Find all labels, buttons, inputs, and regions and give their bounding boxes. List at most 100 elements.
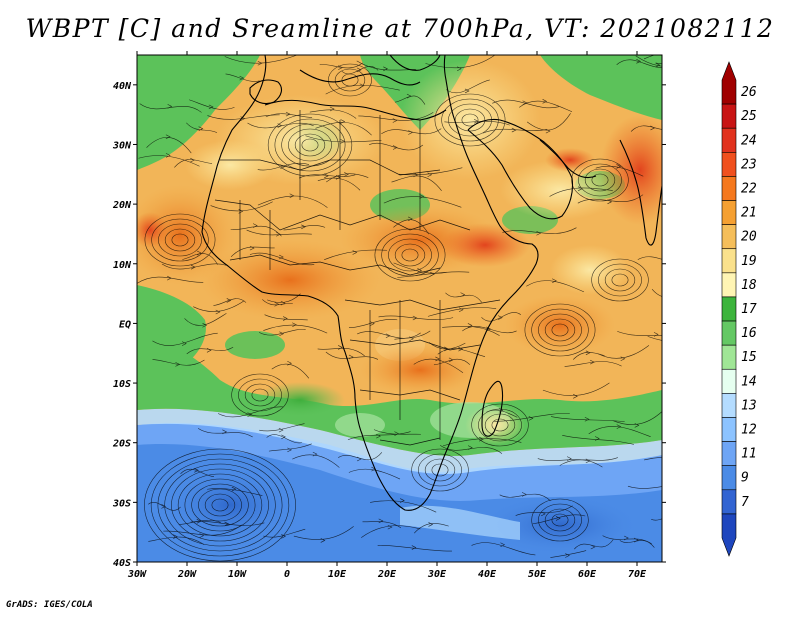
streamline-arrow xyxy=(467,445,473,450)
streamline-arrow xyxy=(458,307,464,313)
streamline-arrow xyxy=(679,58,683,62)
streamline-arrow xyxy=(419,194,425,199)
streamline-swirl xyxy=(538,503,582,537)
streamline-swirl xyxy=(544,318,576,342)
streamline-arrow xyxy=(338,345,343,350)
colorbar-label: 22 xyxy=(741,181,757,196)
streamline-arrow xyxy=(173,534,178,539)
streamline-arrow xyxy=(385,333,391,339)
streamline xyxy=(139,103,202,113)
streamline-arrow xyxy=(413,172,419,178)
streamline-arrow xyxy=(338,65,343,70)
streamline-arrow xyxy=(430,271,435,277)
lat-tick-label: 40N xyxy=(113,81,132,92)
colorbar-swatch xyxy=(721,489,737,515)
colorbar-swatch xyxy=(721,368,737,394)
streamline-arrow xyxy=(312,451,318,457)
streamline xyxy=(293,526,354,540)
streamline-arrow xyxy=(247,412,253,417)
wbpt-shading xyxy=(137,55,662,562)
streamline xyxy=(574,539,614,550)
streamline-arrow xyxy=(324,173,329,179)
streamline-swirl xyxy=(418,453,462,487)
streamline-arrow xyxy=(285,111,291,117)
colorbar-swatch xyxy=(721,513,737,557)
streamline-arrow xyxy=(584,416,590,422)
colorbar-label: 17 xyxy=(741,302,757,317)
streamline-arrow xyxy=(406,93,412,99)
streamline xyxy=(391,175,442,192)
streamline-arrow xyxy=(448,357,454,363)
streamline-arrow xyxy=(607,199,613,205)
colorbar: 26 25 24 23 22 21 20 19 18 17 16 15 14 13 12 11 9 7 xyxy=(721,61,757,557)
streamline-arrow xyxy=(329,106,335,112)
streamline-swirl xyxy=(157,458,283,552)
lat-tick-label: 20S xyxy=(112,439,131,450)
colorbar-label: 25 xyxy=(741,109,757,124)
streamline xyxy=(627,485,662,489)
lon-tick-label: 70E xyxy=(628,569,647,580)
colorbar-swatch xyxy=(721,200,737,225)
streamline-arrow xyxy=(352,250,358,255)
streamline-arrow xyxy=(511,127,517,133)
streamline-swirl xyxy=(288,128,332,162)
streamline xyxy=(532,514,586,525)
streamline-swirl xyxy=(150,453,290,557)
streamline-arrow xyxy=(467,323,473,328)
streamline-arrow xyxy=(340,119,346,124)
streamline-swirl xyxy=(374,228,446,282)
lat-tick-label: 40S xyxy=(113,558,131,569)
country-borders xyxy=(214,110,501,446)
streamline xyxy=(190,521,265,526)
colorbar-label: 14 xyxy=(741,374,757,389)
lon-tick-label: 30E xyxy=(427,569,447,580)
streamline-arrow xyxy=(167,104,173,109)
streamline-arrow xyxy=(473,118,479,124)
colorbar-swatch xyxy=(721,176,737,201)
colorbar-swatch xyxy=(721,272,737,298)
streamline-arrow xyxy=(215,309,221,315)
streamline-arrow xyxy=(634,423,640,428)
streamline-swirl xyxy=(401,248,419,262)
streamline-arrow xyxy=(666,50,670,54)
streamline xyxy=(644,456,662,461)
streamline xyxy=(207,114,280,120)
streamline-arrow xyxy=(616,424,622,429)
streamline-swirl xyxy=(578,163,622,197)
streamline-arrow xyxy=(427,172,433,177)
streamline-swirl xyxy=(231,373,289,417)
streamline-swirl xyxy=(171,233,189,247)
colorbar-label: 23 xyxy=(741,157,757,172)
colorbar-swatch xyxy=(721,103,737,129)
streamline xyxy=(378,315,454,320)
colorbar-swatch xyxy=(721,393,737,418)
streamline-arrow xyxy=(411,545,417,550)
streamline-swirl xyxy=(251,388,269,402)
streamline-arrow xyxy=(206,348,212,353)
streamline-swirl xyxy=(151,218,209,262)
streamline-arrow xyxy=(528,416,534,421)
streamline xyxy=(542,382,610,396)
streamline-arrow xyxy=(589,359,595,365)
streamline-arrow xyxy=(392,145,398,150)
streamline xyxy=(369,142,424,151)
streamline-swirl xyxy=(191,483,249,527)
streamline-arrow xyxy=(666,514,670,518)
streamline-arrow xyxy=(289,193,295,198)
streamline xyxy=(292,454,340,468)
streamline xyxy=(651,289,662,297)
streamline xyxy=(271,363,310,379)
streamline-swirl xyxy=(411,448,469,492)
streamline-arrow xyxy=(573,394,578,399)
streamline xyxy=(347,431,411,441)
streamline xyxy=(637,256,662,260)
streamline-swirl xyxy=(461,113,479,127)
colorbar-label: 24 xyxy=(741,133,757,148)
streamline-swirl xyxy=(267,113,353,177)
colorbar-label: 20 xyxy=(741,230,757,245)
streamline-arrow xyxy=(383,66,388,72)
colorbar-swatch xyxy=(721,441,737,466)
streamline-arrow xyxy=(281,434,286,440)
colorbar-swatch xyxy=(721,127,737,153)
streamline-arrow xyxy=(565,553,570,558)
